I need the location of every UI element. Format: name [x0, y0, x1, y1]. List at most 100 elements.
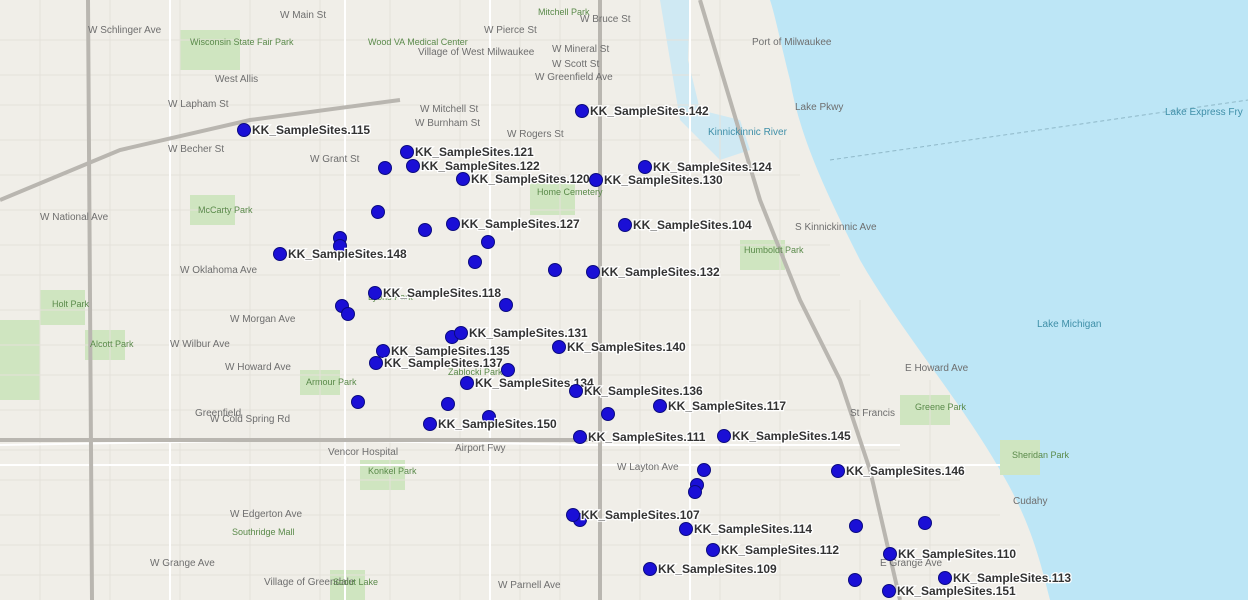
place-label: W Howard Ave — [225, 362, 291, 373]
site-dot — [499, 298, 513, 312]
place-label: Lyons Park — [368, 292, 413, 302]
site-label: KK_SampleSites.140 — [567, 340, 686, 354]
place-label: E Grange Ave — [880, 558, 943, 569]
site-label: KK_SampleSites.145 — [732, 429, 851, 443]
site-dot — [378, 161, 392, 175]
place-label: W Edgerton Ave — [230, 509, 303, 520]
site-dot — [586, 265, 600, 279]
site-dot — [849, 519, 863, 533]
site-label: KK_SampleSites.124 — [653, 160, 772, 174]
site-dot — [938, 571, 952, 585]
site-dot — [717, 429, 731, 443]
site-dot — [573, 430, 587, 444]
site-dot — [575, 104, 589, 118]
site-dot — [456, 172, 470, 186]
lake — [770, 0, 1248, 600]
place-label: W Main St — [280, 10, 326, 21]
site-dot — [882, 584, 896, 598]
site-label: KK_SampleSites.114 — [694, 522, 812, 536]
place-label: W Scott St — [552, 59, 599, 70]
site-label: KK_SampleSites.127 — [461, 217, 580, 231]
site-label: KK_SampleSites.104 — [633, 218, 752, 232]
place-label: W Mitchell St — [420, 104, 479, 115]
site-label: KK_SampleSites.150 — [438, 417, 557, 431]
site-label: KK_SampleSites.148 — [288, 247, 407, 261]
site-dot — [688, 485, 702, 499]
site-label: KK_SampleSites.121 — [415, 145, 534, 159]
site-dot — [589, 173, 603, 187]
place-label: W Schlinger Ave — [88, 25, 162, 36]
place-label: W Grant St — [310, 154, 360, 165]
site-dot — [501, 363, 515, 377]
site-dot — [273, 247, 287, 261]
site-dot — [369, 356, 383, 370]
place-label: Humboldt Park — [744, 245, 804, 255]
parks — [0, 30, 1040, 600]
place-label: W Greenfield Ave — [535, 72, 613, 83]
site-label: KK_SampleSites.137 — [384, 356, 503, 370]
site-dot — [566, 508, 580, 522]
place-label: Alcott Park — [90, 339, 134, 349]
site-dot — [341, 307, 355, 321]
place-label: Greenfield — [195, 408, 241, 419]
place-labels: W Main St W Schlinger Ave Wisconsin State … — [40, 7, 1243, 591]
site-dot — [831, 464, 845, 478]
site-label: KK_SampleSites.113 — [953, 571, 1071, 585]
place-label: W Oklahoma Ave — [180, 265, 258, 276]
site-dot — [468, 255, 482, 269]
place-label: W Parnell Ave — [498, 580, 561, 591]
site-dot — [552, 340, 566, 354]
place-label: W National Ave — [40, 212, 109, 223]
site-label: KK_SampleSites.112 — [721, 543, 839, 557]
place-label: Greene Park — [915, 402, 967, 412]
site-dot — [237, 123, 251, 137]
site-dot — [333, 239, 347, 253]
site-dot — [643, 562, 657, 576]
site-dot — [371, 205, 385, 219]
site-label: KK_SampleSites.120 — [471, 172, 590, 186]
place-label: Mitchell Park — [538, 7, 590, 17]
place-label: McCarty Park — [198, 205, 253, 215]
site-label: KK_SampleSites.146 — [846, 464, 965, 478]
place-label: Vencor Hospital — [328, 447, 398, 458]
site-label: KK_SampleSites.107 — [581, 508, 700, 522]
place-label: Zablocki Park — [448, 367, 503, 377]
sample-sites: KK_SampleSites.115 KK_SampleSites.142 KK_S… — [237, 103, 1073, 599]
place-label: W Wilbur Ave — [170, 339, 230, 350]
site-label: KK_SampleSites.118 — [383, 286, 501, 300]
place-label: W Cold Spring Rd — [210, 414, 290, 425]
site-label: KK_SampleSites.117 — [668, 399, 786, 413]
place-label: Sheridan Park — [1012, 450, 1070, 460]
place-label: W Becher St — [168, 144, 224, 155]
site-dot — [441, 397, 455, 411]
place-label: Armour Park — [306, 377, 357, 387]
site-dot — [481, 235, 495, 249]
place-label: Cudahy — [1013, 496, 1047, 507]
site-dot — [679, 522, 693, 536]
site-label: KK_SampleSites.142 — [590, 104, 709, 118]
place-label: Holt Park — [52, 299, 90, 309]
site-dot — [368, 286, 382, 300]
site-dot — [883, 547, 897, 561]
place-label: Southridge Mall — [232, 527, 295, 537]
site-dot — [601, 407, 615, 421]
place-label: West Allis — [215, 74, 258, 85]
place-label: Village of West Milwaukee — [418, 47, 535, 58]
place-label: Kinnickinnic River — [708, 127, 788, 138]
place-label: Scout Lake — [333, 577, 378, 587]
site-label: KK_SampleSites.134 — [475, 376, 594, 390]
site-dot — [569, 384, 583, 398]
site-label: KK_SampleSites.109 — [658, 562, 777, 576]
site-dot — [460, 376, 474, 390]
place-label: Wisconsin State Fair Park — [190, 37, 294, 47]
site-dot — [638, 160, 652, 174]
place-label: Wood VA Medical Center — [368, 37, 468, 47]
site-dot — [423, 417, 437, 431]
site-dot — [918, 516, 932, 530]
place-label: W Bruce St — [580, 14, 631, 25]
site-dot — [848, 573, 862, 587]
site-dot — [482, 410, 496, 424]
site-dot — [618, 218, 632, 232]
place-label: Port of Milwaukee — [752, 37, 832, 48]
